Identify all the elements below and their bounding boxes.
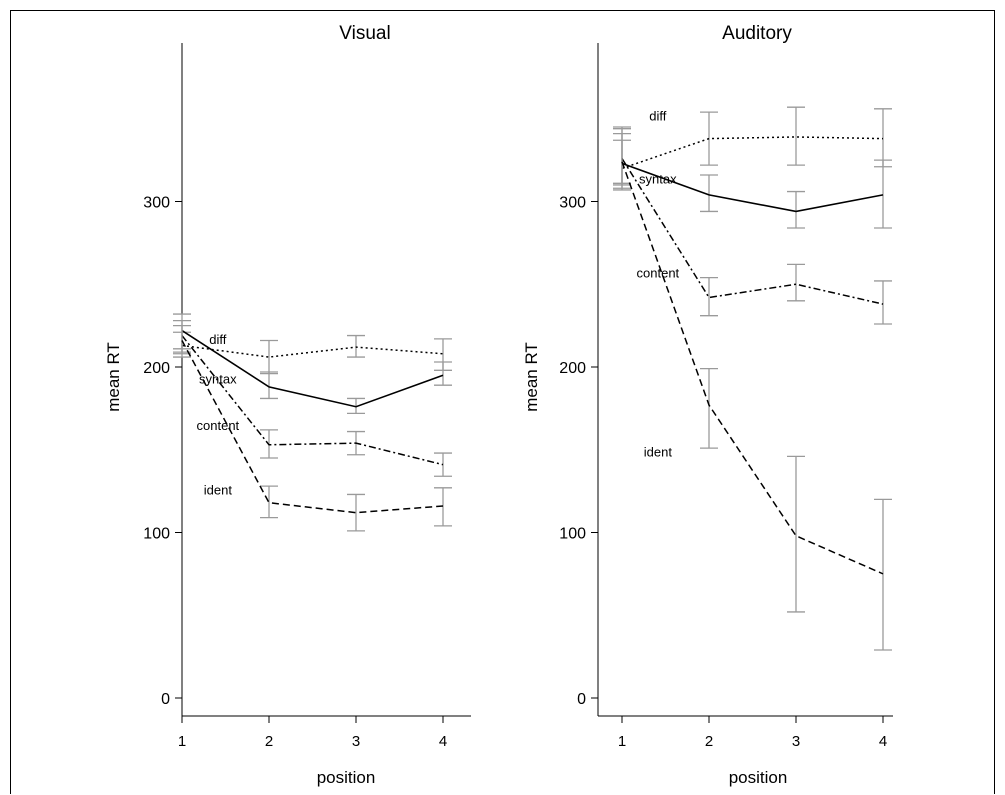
figure-frame: Visual 0 100 200 300 mean RT 1 2 3 4 position diff s… bbox=[10, 10, 995, 794]
series-syntax: syntax bbox=[613, 139, 892, 229]
y-tick-label: 100 bbox=[143, 526, 170, 543]
chart-title: Auditory bbox=[722, 23, 792, 44]
series-line-syntax bbox=[181, 329, 444, 408]
x-tick-label: 2 bbox=[265, 733, 273, 750]
y-tick-label: 300 bbox=[143, 195, 170, 212]
series-label-content: content bbox=[197, 418, 240, 433]
series-line-diff bbox=[621, 136, 884, 170]
x-tick-label: 4 bbox=[439, 733, 447, 750]
y-tick-label: 0 bbox=[161, 691, 170, 708]
series-label-ident: ident bbox=[644, 444, 673, 459]
chart-visual: Visual 0 100 200 300 mean RT 1 2 3 4 position diff s… bbox=[104, 23, 471, 787]
x-tick-label: 4 bbox=[879, 733, 887, 750]
series-label-content: content bbox=[637, 266, 680, 281]
series-syntax: syntax bbox=[173, 313, 452, 414]
series-content: content bbox=[613, 132, 892, 325]
chart-svg: Visual 0 100 200 300 mean RT 1 2 3 4 position diff s… bbox=[104, 23, 893, 787]
series-line-content bbox=[621, 158, 884, 305]
series-label-diff: diff bbox=[649, 108, 666, 123]
series-ident: ident bbox=[173, 324, 452, 532]
series-line-content bbox=[181, 335, 444, 466]
chart-auditory: Auditory 0 100 200 300 mean RT 1 2 3 4 position dif… bbox=[522, 23, 893, 787]
x-axis-label: position bbox=[317, 768, 376, 787]
y-axis-label: mean RT bbox=[522, 342, 541, 412]
series-ident: ident bbox=[613, 126, 892, 651]
y-tick-label: 0 bbox=[577, 691, 586, 708]
series-line-ident bbox=[621, 161, 884, 575]
series-label-ident: ident bbox=[204, 482, 233, 497]
y-tick-label: 300 bbox=[559, 195, 586, 212]
series-line-syntax bbox=[621, 162, 884, 213]
x-tick-label: 2 bbox=[705, 733, 713, 750]
x-tick-label: 3 bbox=[792, 733, 800, 750]
y-tick-label: 200 bbox=[559, 360, 586, 377]
y-tick-label: 100 bbox=[559, 526, 586, 543]
y-axis-label: mean RT bbox=[104, 342, 123, 412]
series-line-diff bbox=[181, 344, 444, 358]
series-label-diff: diff bbox=[209, 332, 226, 347]
series-label-syntax: syntax bbox=[199, 372, 237, 387]
x-tick-label: 3 bbox=[352, 733, 360, 750]
y-tick-label: 200 bbox=[143, 360, 170, 377]
series-line-ident bbox=[181, 340, 444, 514]
x-tick-label: 1 bbox=[178, 733, 186, 750]
x-tick-label: 1 bbox=[618, 733, 626, 750]
series-label-syntax: syntax bbox=[639, 171, 677, 186]
chart-title: Visual bbox=[339, 23, 390, 44]
x-axis-label: position bbox=[729, 768, 788, 787]
